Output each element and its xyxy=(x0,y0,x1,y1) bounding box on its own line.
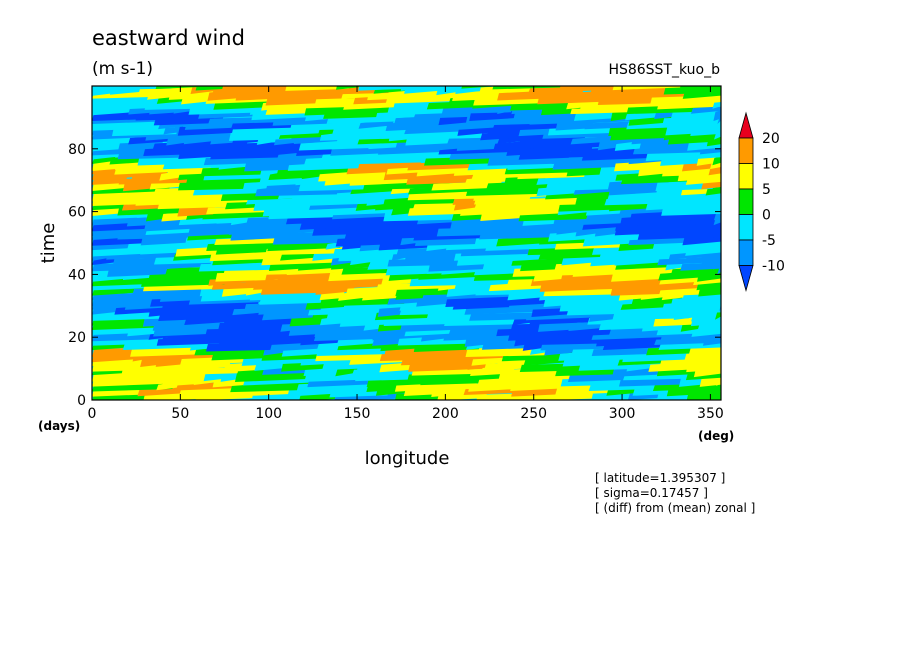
x-tick-label: 200 xyxy=(432,406,459,422)
wind-cell xyxy=(426,100,486,110)
wind-cell xyxy=(418,271,490,280)
wind-cell xyxy=(183,134,219,145)
wind-cell xyxy=(492,86,577,90)
colorbar-bin xyxy=(738,137,754,164)
annotation-diff: [ (diff) from (mean) zonal ] xyxy=(595,501,755,515)
wind-cell xyxy=(701,252,721,260)
wind-cell xyxy=(559,86,627,91)
wind-cell xyxy=(711,387,721,397)
chart-units: (m s-1) xyxy=(92,59,153,79)
colorbar-label: 20 xyxy=(762,131,780,147)
wind-cell xyxy=(670,110,721,120)
wind-cell xyxy=(493,141,523,152)
x-unit-label: (deg) xyxy=(698,429,734,443)
wind-cell xyxy=(334,191,378,200)
wind-cell xyxy=(665,125,699,136)
colorbar-bottom-arrow xyxy=(738,265,754,292)
colorbar-label: -5 xyxy=(762,233,776,249)
wind-cell xyxy=(201,361,231,370)
wind-cell xyxy=(584,121,639,130)
wind-cell xyxy=(358,119,395,129)
wind-cell xyxy=(688,346,721,356)
wind-cell xyxy=(705,186,721,196)
wind-cell xyxy=(304,155,371,165)
wind-cell xyxy=(712,156,721,166)
wind-cell xyxy=(461,86,500,89)
y-axis-label: time xyxy=(38,223,59,264)
wind-cell xyxy=(657,256,715,266)
colorbar-bin xyxy=(738,163,754,190)
wind-cell xyxy=(570,135,624,145)
wind-cell xyxy=(680,262,721,271)
colorbar-bin xyxy=(738,188,754,215)
y-tick-label: 80 xyxy=(68,142,86,158)
wind-cell xyxy=(689,215,721,226)
colorbar-bin xyxy=(738,239,754,266)
y-tick-label: 60 xyxy=(68,205,86,221)
x-tick-label: 50 xyxy=(171,406,189,422)
colorbar-bin xyxy=(738,214,754,241)
plot-frame xyxy=(91,85,722,401)
x-tick-label: 0 xyxy=(88,406,97,422)
y-unit-label: (days) xyxy=(38,419,80,433)
wind-cell xyxy=(159,291,213,302)
wind-contour-bands xyxy=(92,86,721,400)
y-tick-label: 40 xyxy=(68,267,86,283)
wind-cell xyxy=(195,86,230,91)
y-tick-label: 20 xyxy=(68,330,86,346)
wind-cell xyxy=(453,199,482,211)
wind-cell xyxy=(690,151,721,160)
colorbar-top-arrow xyxy=(738,111,754,139)
wind-cell xyxy=(717,267,721,275)
chart-title: eastward wind xyxy=(92,26,245,50)
annotation-latitude: [ latitude=1.395307 ] xyxy=(595,471,725,485)
x-tick-label: 100 xyxy=(255,406,282,422)
wind-cell xyxy=(222,86,302,90)
wind-cell xyxy=(612,86,697,91)
wind-cell xyxy=(510,101,583,111)
wind-cell xyxy=(92,86,173,91)
x-tick-label: 300 xyxy=(609,406,636,422)
y-axis: 0 20 40 60 80 xyxy=(68,142,721,409)
wind-cell xyxy=(400,86,477,91)
x-tick-label: 250 xyxy=(520,406,547,422)
annotation-sigma: [ sigma=0.17457 ] xyxy=(595,486,708,500)
colorbar-label: 0 xyxy=(762,208,771,224)
wind-cell xyxy=(152,140,194,150)
x-tick-label: 350 xyxy=(697,406,724,422)
wind-cell xyxy=(92,155,116,164)
wind-cell xyxy=(545,181,626,191)
wind-cell xyxy=(715,310,721,320)
wind-cell xyxy=(545,189,626,200)
wind-cell xyxy=(713,212,721,221)
wind-cell xyxy=(431,180,502,191)
wind-cell xyxy=(358,86,412,91)
wind-cell xyxy=(285,86,350,91)
wind-cell xyxy=(713,261,721,270)
wind-cell xyxy=(469,312,543,321)
wind-cell xyxy=(304,195,384,206)
x-axis: 0 50 100 150 200 250 300 350 xyxy=(88,86,724,422)
wind-cell xyxy=(189,342,212,351)
wind-cell xyxy=(713,110,721,122)
colorbar-label: -10 xyxy=(762,259,785,275)
colorbar-label: 10 xyxy=(762,157,780,173)
x-axis-label: longitude xyxy=(365,448,450,469)
colorbar: 20 10 5 0 -5 -10 xyxy=(738,111,785,292)
x-tick-label: 150 xyxy=(344,406,371,422)
colorbar-label: 5 xyxy=(762,182,771,198)
wind-cell xyxy=(691,311,721,322)
wind-cell xyxy=(574,194,614,207)
wind-cell xyxy=(716,376,721,386)
y-tick-label: 0 xyxy=(77,393,86,409)
heatmap-field xyxy=(92,86,721,400)
wind-cell xyxy=(517,197,592,207)
experiment-label: HS86SST_kuo_b xyxy=(608,62,720,78)
wind-cell xyxy=(127,326,162,337)
